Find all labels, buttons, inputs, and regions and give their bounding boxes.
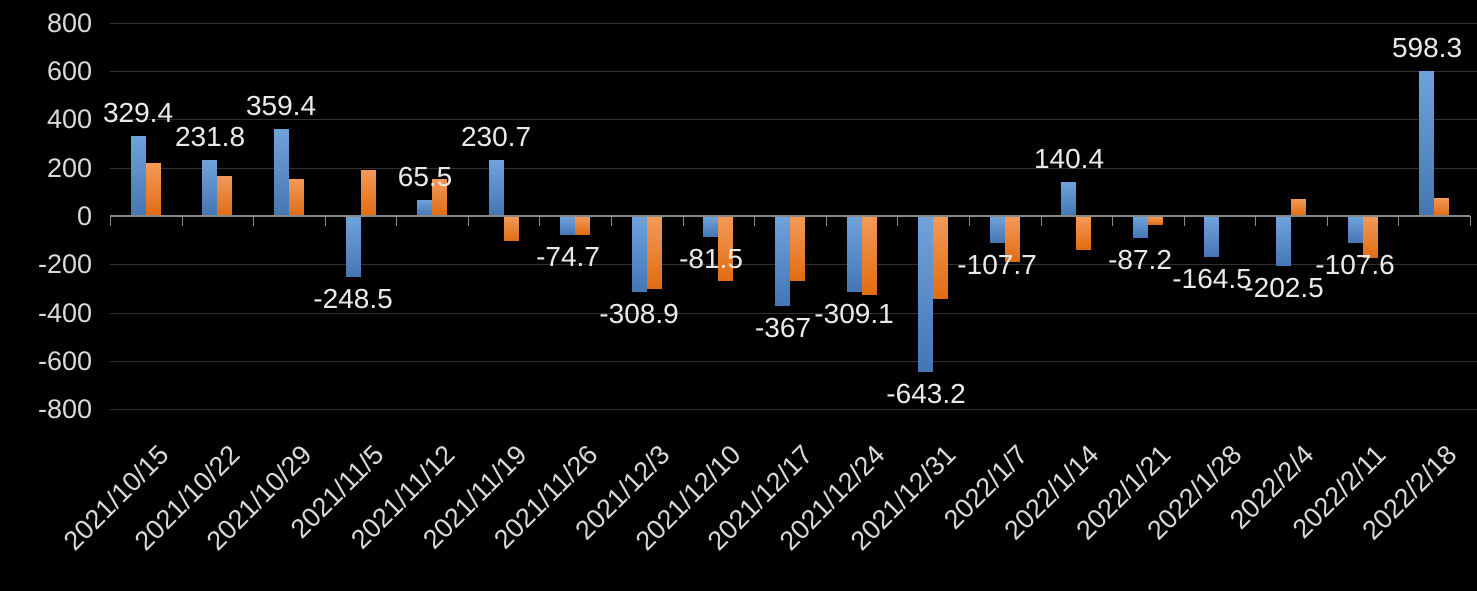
data-label: 329.4 bbox=[102, 97, 174, 128]
y-axis-tick-label: -400 bbox=[37, 298, 92, 328]
x-axis-tick bbox=[826, 216, 827, 226]
bar-orange-series bbox=[862, 217, 877, 295]
y-axis-tick-label: 600 bbox=[46, 56, 92, 86]
x-axis-tick bbox=[325, 216, 326, 226]
data-label: -81.5 bbox=[679, 243, 743, 274]
gridline bbox=[110, 119, 1477, 120]
y-axis-tick-label: 800 bbox=[46, 8, 92, 38]
data-label: -309.1 bbox=[814, 298, 894, 329]
x-axis-tick bbox=[897, 216, 898, 226]
x-axis-tick bbox=[754, 216, 755, 226]
bar-orange-series bbox=[575, 217, 590, 235]
data-label: -107.7 bbox=[957, 249, 1037, 280]
bar-orange-series bbox=[1005, 217, 1020, 262]
data-label: -74.7 bbox=[536, 241, 600, 272]
bar-blue-series bbox=[560, 217, 575, 235]
bar-orange-series bbox=[1148, 217, 1163, 225]
x-axis-tick bbox=[1327, 216, 1328, 226]
bar-blue-series bbox=[1204, 217, 1219, 257]
gridline bbox=[110, 361, 1477, 362]
bar-orange-series bbox=[146, 163, 161, 216]
x-axis-tick bbox=[1112, 216, 1113, 226]
bar-orange-series bbox=[1434, 198, 1449, 216]
bar-blue-series bbox=[346, 217, 361, 277]
bar-blue-series bbox=[632, 217, 647, 292]
y-axis-tick-label: -800 bbox=[37, 394, 92, 424]
gridline bbox=[110, 23, 1477, 24]
gridline bbox=[110, 71, 1477, 72]
y-axis-tick-label: -600 bbox=[37, 346, 92, 376]
x-axis-tick bbox=[539, 216, 540, 226]
bar-blue-series bbox=[131, 136, 146, 216]
bar-blue-series bbox=[417, 200, 432, 216]
data-label: 140.4 bbox=[1033, 143, 1105, 174]
x-axis-tick bbox=[1041, 216, 1042, 226]
bar-orange-series bbox=[217, 176, 232, 216]
data-label: 65.5 bbox=[397, 161, 453, 192]
bar-blue-series bbox=[1133, 217, 1148, 238]
bar-orange-series bbox=[933, 217, 948, 299]
y-axis-tick-label: 0 bbox=[76, 201, 92, 231]
y-axis-tick-label: 200 bbox=[46, 153, 92, 183]
x-axis-tick bbox=[1255, 216, 1256, 226]
bar-blue-series bbox=[918, 217, 933, 372]
data-label: -87.2 bbox=[1108, 244, 1172, 275]
data-label: -107.6 bbox=[1315, 249, 1395, 280]
bar-blue-series bbox=[703, 217, 718, 237]
x-axis-tick bbox=[969, 216, 970, 226]
x-axis-line bbox=[110, 215, 1470, 217]
y-axis-tick-label: 400 bbox=[46, 104, 92, 134]
bar-orange-series bbox=[432, 179, 447, 216]
gridline bbox=[110, 168, 1477, 169]
bar-blue-series bbox=[847, 217, 862, 292]
data-label: 230.7 bbox=[460, 121, 532, 152]
bar-blue-series bbox=[1061, 182, 1076, 216]
x-axis-tick bbox=[1184, 216, 1185, 226]
bar-blue-series bbox=[990, 217, 1005, 243]
x-axis-tick bbox=[1398, 216, 1399, 226]
gridline bbox=[110, 313, 1477, 314]
bar-orange-series bbox=[289, 179, 304, 216]
bar-orange-series bbox=[647, 217, 662, 289]
data-label: 598.3 bbox=[1391, 32, 1463, 63]
bar-blue-series bbox=[775, 217, 790, 306]
gridline bbox=[110, 409, 1477, 410]
bar-blue-series bbox=[274, 129, 289, 216]
x-axis-tick bbox=[253, 216, 254, 226]
bar-orange-series bbox=[1076, 217, 1091, 250]
x-axis-tick bbox=[468, 216, 469, 226]
data-label: -308.9 bbox=[599, 298, 679, 329]
bar-orange-series bbox=[718, 217, 733, 281]
x-axis-tick bbox=[110, 216, 111, 226]
bar-blue-series bbox=[1276, 217, 1291, 266]
y-axis-tick-label: -200 bbox=[37, 249, 92, 279]
x-axis-tick-label: 2022/2/18 bbox=[1356, 439, 1463, 546]
x-axis-tick bbox=[683, 216, 684, 226]
bar-blue-series bbox=[202, 160, 217, 216]
data-label: -164.5 bbox=[1172, 263, 1252, 294]
bar-blue-series bbox=[1348, 217, 1363, 243]
bar-blue-series bbox=[489, 160, 504, 216]
data-label: 231.8 bbox=[174, 121, 246, 152]
bar-orange-series bbox=[504, 217, 519, 241]
x-axis-tick bbox=[1470, 216, 1471, 226]
data-label: -202.5 bbox=[1244, 272, 1324, 303]
data-label: -643.2 bbox=[886, 378, 966, 409]
bar-blue-series bbox=[1419, 71, 1434, 216]
data-label: -367 bbox=[754, 312, 812, 343]
bar-orange-series bbox=[790, 217, 805, 281]
x-axis-tick bbox=[611, 216, 612, 226]
x-axis-tick bbox=[182, 216, 183, 226]
bar-orange-series bbox=[1291, 199, 1306, 216]
x-axis-tick bbox=[396, 216, 397, 226]
bar-orange-series bbox=[361, 170, 376, 216]
bar-orange-series bbox=[1363, 217, 1378, 258]
data-label: 359.4 bbox=[245, 90, 317, 121]
data-label: -248.5 bbox=[313, 283, 393, 314]
